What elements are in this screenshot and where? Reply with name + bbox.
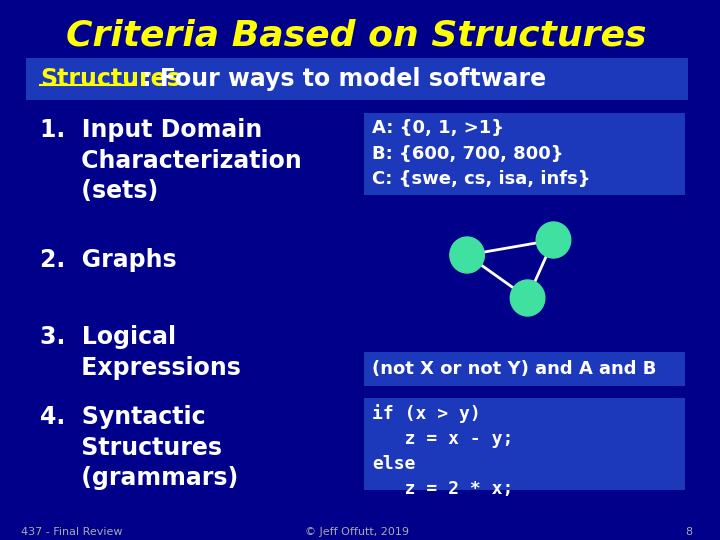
Text: © Jeff Offutt, 2019: © Jeff Offutt, 2019 — [305, 527, 409, 537]
Circle shape — [450, 237, 485, 273]
Text: 3.  Logical
     Expressions: 3. Logical Expressions — [40, 325, 241, 380]
FancyBboxPatch shape — [26, 58, 688, 100]
Text: Criteria Based on Structures: Criteria Based on Structures — [66, 19, 647, 53]
Circle shape — [510, 280, 545, 316]
Text: 8: 8 — [685, 527, 693, 537]
Text: 4.  Syntactic
     Structures
     (grammars): 4. Syntactic Structures (grammars) — [40, 405, 238, 490]
Text: Structures: Structures — [40, 67, 181, 91]
FancyBboxPatch shape — [364, 398, 685, 490]
Circle shape — [536, 222, 571, 258]
FancyBboxPatch shape — [364, 113, 685, 195]
Text: A: {0, 1, >1}
B: {600, 700, 800}
C: {swe, cs, isa, infs}: A: {0, 1, >1} B: {600, 700, 800} C: {swe… — [372, 119, 590, 188]
Text: 2.  Graphs: 2. Graphs — [40, 248, 176, 272]
Text: 437 - Final Review: 437 - Final Review — [21, 527, 122, 537]
Text: : Four ways to model software: : Four ways to model software — [134, 67, 546, 91]
Text: 1.  Input Domain
     Characterization
     (sets): 1. Input Domain Characterization (sets) — [40, 118, 302, 203]
FancyBboxPatch shape — [364, 352, 685, 386]
Text: if (x > y)
   z = x - y;
else
   z = 2 * x;: if (x > y) z = x - y; else z = 2 * x; — [372, 404, 513, 498]
Text: (not X or not Y) and A and B: (not X or not Y) and A and B — [372, 360, 657, 378]
